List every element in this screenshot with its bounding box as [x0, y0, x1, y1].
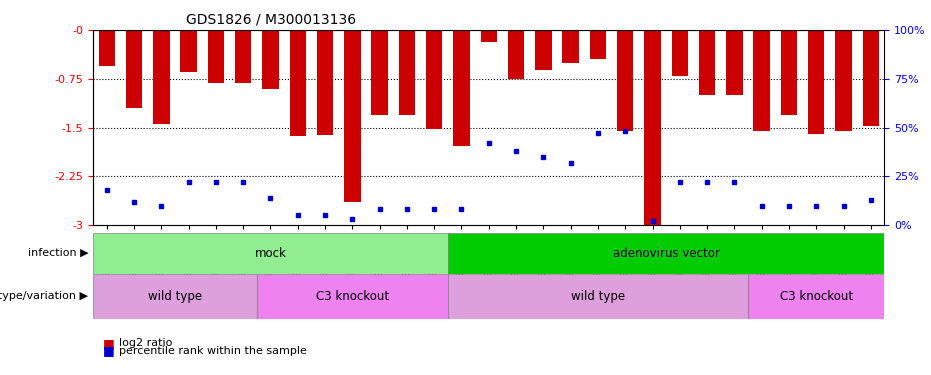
Bar — [644, 30, 661, 225]
Bar — [235, 30, 251, 83]
Bar — [617, 30, 633, 131]
Bar — [317, 30, 333, 135]
Bar — [263, 30, 278, 88]
Bar — [535, 30, 551, 70]
Text: percentile rank within the sample: percentile rank within the sample — [119, 346, 307, 355]
Text: genotype/variation ▶: genotype/variation ▶ — [0, 291, 88, 301]
Bar — [448, 274, 748, 319]
Bar — [589, 30, 606, 59]
Bar — [835, 30, 852, 131]
Bar — [480, 30, 497, 42]
Bar — [398, 30, 415, 114]
Bar — [126, 30, 142, 108]
Bar — [508, 30, 524, 79]
Bar — [153, 30, 169, 124]
Bar — [748, 274, 884, 319]
Bar — [699, 30, 715, 95]
Text: wild type: wild type — [571, 290, 625, 303]
Text: C3 knockout: C3 knockout — [316, 290, 389, 303]
Bar — [453, 30, 469, 146]
Text: infection ▶: infection ▶ — [28, 248, 88, 258]
Bar — [448, 232, 884, 274]
Text: log2 ratio: log2 ratio — [119, 338, 172, 348]
Text: wild type: wild type — [148, 290, 202, 303]
Bar — [671, 30, 688, 75]
Bar — [344, 30, 360, 202]
Bar — [726, 30, 743, 95]
Text: mock: mock — [254, 247, 287, 259]
Bar — [808, 30, 825, 134]
Bar — [93, 274, 257, 319]
Bar — [290, 30, 306, 136]
Text: C3 knockout: C3 knockout — [779, 290, 853, 303]
Text: GDS1826 / M300013136: GDS1826 / M300013136 — [186, 12, 357, 26]
Bar — [99, 30, 115, 66]
Bar — [781, 30, 797, 114]
Text: ■: ■ — [102, 344, 115, 357]
Text: ■: ■ — [102, 337, 115, 350]
Bar — [863, 30, 879, 126]
Bar — [93, 232, 448, 274]
Bar — [753, 30, 770, 131]
Bar — [426, 30, 442, 129]
Bar — [371, 30, 388, 114]
Bar — [181, 30, 196, 72]
Bar — [562, 30, 579, 63]
Bar — [208, 30, 224, 83]
Text: adenovirus vector: adenovirus vector — [613, 247, 720, 259]
Bar — [257, 274, 448, 319]
